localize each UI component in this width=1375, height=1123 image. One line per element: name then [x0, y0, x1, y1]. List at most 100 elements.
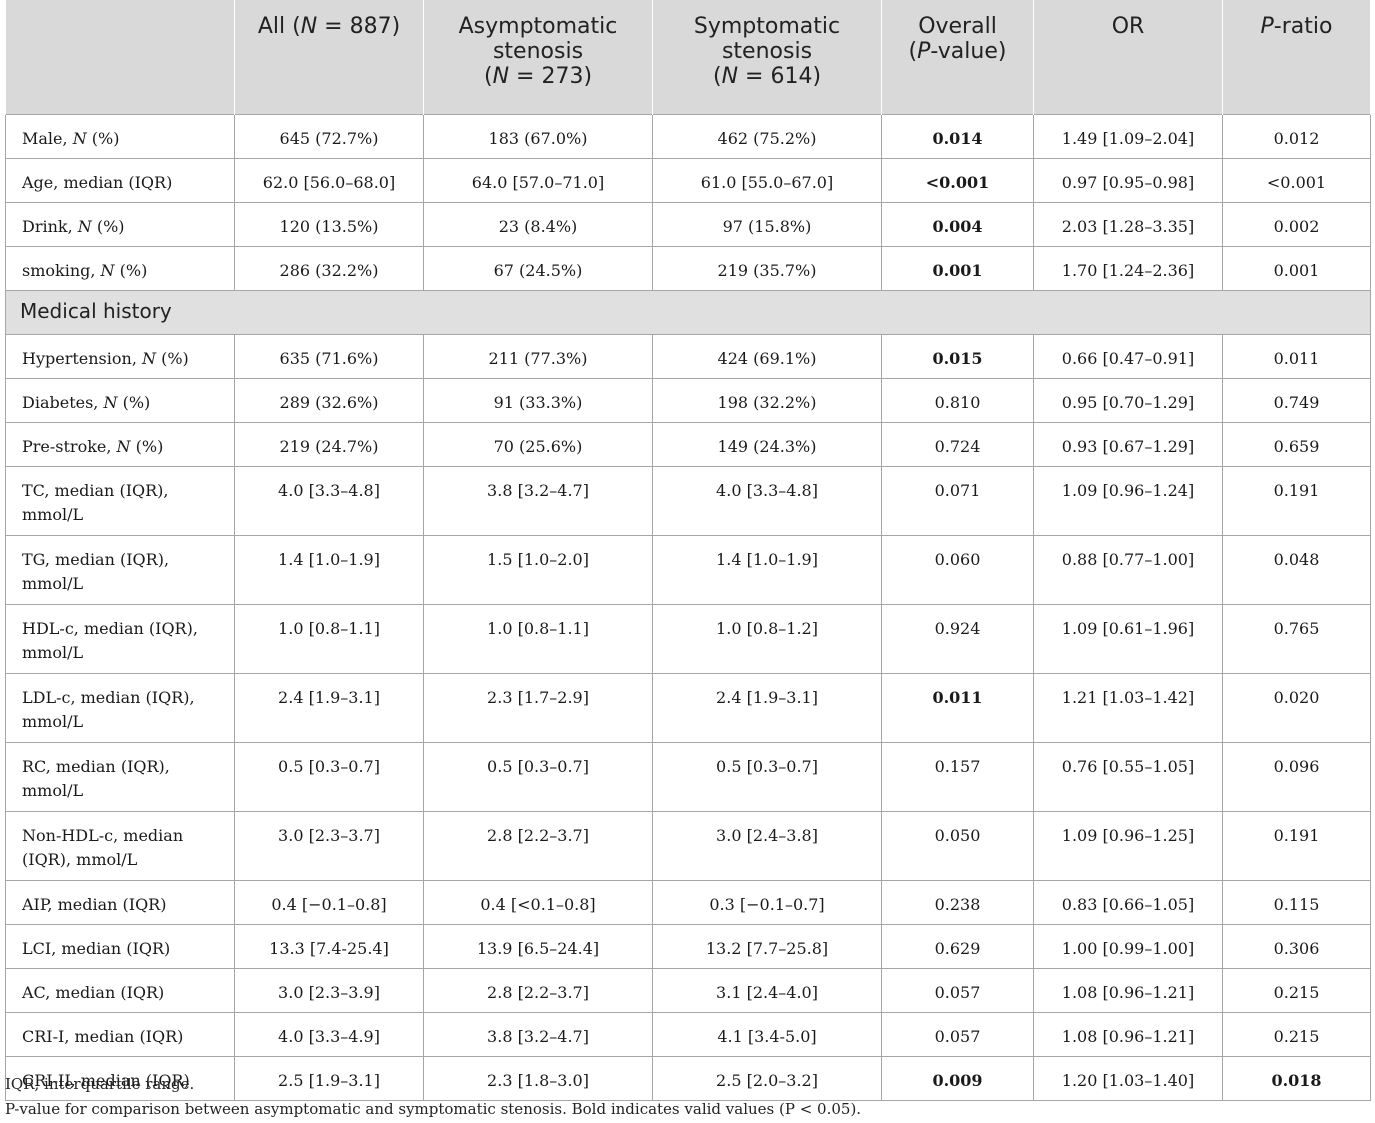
cell-symptomatic: 61.0 [55.0–67.0]	[652, 158, 882, 203]
cell-asymptomatic: 13.9 [6.5–24.4]	[423, 924, 653, 969]
cell-p-ratio: 0.306	[1222, 924, 1371, 969]
row-label: Age, median (IQR)	[5, 158, 235, 203]
cell-asymptomatic: 3.8 [3.2–4.7]	[423, 466, 653, 536]
cell-p-value: 0.071	[881, 466, 1034, 536]
header-symptomatic: Symptomatic stenosis (N = 614)	[652, 0, 882, 115]
cell-all: 286 (32.2%)	[234, 246, 424, 291]
cell-p-ratio: 0.002	[1222, 202, 1371, 247]
cell-symptomatic: 4.1 [3.4-5.0]	[652, 1012, 882, 1057]
row-label: TG, median (IQR), mmol/L	[5, 535, 235, 605]
cell-asymptomatic: 23 (8.4%)	[423, 202, 653, 247]
table-row-cri-ii: CRI-II, median (IQR) 2.5 [1.9–3.1] 2.3 […	[5, 1056, 1371, 1101]
cell-p-ratio: 0.215	[1222, 1012, 1371, 1057]
cell-p-ratio: 0.659	[1222, 422, 1371, 467]
cell-asymptomatic: 91 (33.3%)	[423, 378, 653, 423]
cell-symptomatic: 1.4 [1.0–1.9]	[652, 535, 882, 605]
cell-or: 1.08 [0.96–1.21]	[1033, 1012, 1223, 1057]
row-label: CRI-I, median (IQR)	[5, 1012, 235, 1057]
cell-asymptomatic: 2.8 [2.2–3.7]	[423, 811, 653, 881]
cell-symptomatic: 3.1 [2.4–4.0]	[652, 968, 882, 1013]
cell-p-value: 0.014	[881, 114, 1034, 159]
cell-p-value: 0.060	[881, 535, 1034, 605]
cell-p-value: 0.001	[881, 246, 1034, 291]
table-row-cri-i: CRI-I, median (IQR) 4.0 [3.3–4.9] 3.8 [3…	[5, 1012, 1371, 1057]
table-row-drink: Drink, N (%) 120 (13.5%) 23 (8.4%) 97 (1…	[5, 202, 1371, 247]
table-footnotes: IQR, interquartile range. P-value for co…	[5, 1072, 861, 1122]
row-label: Diabetes, N (%)	[5, 378, 235, 423]
table-row-smoking: smoking, N (%) 286 (32.2%) 67 (24.5%) 21…	[5, 246, 1371, 291]
row-label: Non-HDL-c, median (IQR), mmol/L	[5, 811, 235, 881]
cell-p-value: 0.810	[881, 378, 1034, 423]
table-row-tg: TG, median (IQR), mmol/L 1.4 [1.0–1.9] 1.…	[5, 535, 1371, 605]
table-row-age: Age, median (IQR) 62.0 [56.0–68.0] 64.0 …	[5, 158, 1371, 203]
cell-p-value: 0.057	[881, 1012, 1034, 1057]
cell-or: 1.70 [1.24–2.36]	[1033, 246, 1223, 291]
cell-symptomatic: 424 (69.1%)	[652, 334, 882, 379]
cell-all: 3.0 [2.3–3.7]	[234, 811, 424, 881]
cell-or: 0.83 [0.66–1.05]	[1033, 880, 1223, 925]
cell-all: 2.5 [1.9–3.1]	[234, 1056, 424, 1101]
section-title: Medical history	[5, 290, 1371, 335]
cell-p-ratio: 0.191	[1222, 466, 1371, 536]
cell-p-value: 0.924	[881, 604, 1034, 674]
cell-p-value: 0.050	[881, 811, 1034, 881]
row-label: Pre-stroke, N (%)	[5, 422, 235, 467]
cell-all: 3.0 [2.3–3.9]	[234, 968, 424, 1013]
row-label: AC, median (IQR)	[5, 968, 235, 1013]
table-row-lci: LCI, median (IQR) 13.3 [7.4-25.4] 13.9 […	[5, 924, 1371, 969]
table-row-ldl-c: LDL-c, median (IQR), mmol/L 2.4 [1.9–3.1]…	[5, 673, 1371, 743]
cell-all: 645 (72.7%)	[234, 114, 424, 159]
cell-or: 0.95 [0.70–1.29]	[1033, 378, 1223, 423]
cell-all: 13.3 [7.4-25.4]	[234, 924, 424, 969]
cell-asymptomatic: 183 (67.0%)	[423, 114, 653, 159]
cell-p-ratio: <0.001	[1222, 158, 1371, 203]
cell-p-value: 0.011	[881, 673, 1034, 743]
cell-or: 2.03 [1.28–3.35]	[1033, 202, 1223, 247]
cell-or: 0.93 [0.67–1.29]	[1033, 422, 1223, 467]
cell-symptomatic: 0.5 [0.3–0.7]	[652, 742, 882, 812]
cell-asymptomatic: 0.4 [<0.1–0.8]	[423, 880, 653, 925]
cell-asymptomatic: 1.0 [0.8–1.1]	[423, 604, 653, 674]
table-row-aip: AIP, median (IQR) 0.4 [−0.1–0.8] 0.4 [<0…	[5, 880, 1371, 925]
cell-or: 1.20 [1.03–1.40]	[1033, 1056, 1223, 1101]
table-row-rc: RC, median (IQR), mmol/L 0.5 [0.3–0.7] 0.…	[5, 742, 1371, 812]
footnote-p-value: P-value for comparison between asymptoma…	[5, 1100, 862, 1118]
cell-asymptomatic: 64.0 [57.0–71.0]	[423, 158, 653, 203]
cell-all: 635 (71.6%)	[234, 334, 424, 379]
cell-or: 0.76 [0.55–1.05]	[1033, 742, 1223, 812]
cell-or: 0.97 [0.95–0.98]	[1033, 158, 1223, 203]
row-label: Drink, N (%)	[5, 202, 235, 247]
cell-symptomatic: 0.3 [−0.1–0.7]	[652, 880, 882, 925]
table-row-tc: TC, median (IQR), mmol/L 4.0 [3.3–4.8] 3.…	[5, 466, 1371, 536]
cell-p-value: 0.004	[881, 202, 1034, 247]
cell-or: 1.21 [1.03–1.42]	[1033, 673, 1223, 743]
cell-p-value: 0.724	[881, 422, 1034, 467]
row-label: HDL-c, median (IQR), mmol/L	[5, 604, 235, 674]
cell-symptomatic: 4.0 [3.3–4.8]	[652, 466, 882, 536]
cell-p-ratio: 0.011	[1222, 334, 1371, 379]
cell-all: 219 (24.7%)	[234, 422, 424, 467]
cell-p-ratio: 0.001	[1222, 246, 1371, 291]
cell-symptomatic: 219 (35.7%)	[652, 246, 882, 291]
cell-or: 1.09 [0.61–1.96]	[1033, 604, 1223, 674]
cell-p-ratio: 0.096	[1222, 742, 1371, 812]
row-label: CRI-II, median (IQR)	[5, 1056, 235, 1101]
cell-p-value: <0.001	[881, 158, 1034, 203]
cell-p-ratio: 0.048	[1222, 535, 1371, 605]
cell-p-value: 0.015	[881, 334, 1034, 379]
cell-asymptomatic: 2.3 [1.7–2.9]	[423, 673, 653, 743]
cell-p-ratio: 0.012	[1222, 114, 1371, 159]
cell-p-ratio: 0.020	[1222, 673, 1371, 743]
table-row-hdl-c: HDL-c, median (IQR), mmol/L 1.0 [0.8–1.1]…	[5, 604, 1371, 674]
header-asymptomatic: Asymptomatic stenosis (N = 273)	[423, 0, 653, 115]
cell-asymptomatic: 3.8 [3.2–4.7]	[423, 1012, 653, 1057]
header-or: OR	[1033, 0, 1223, 115]
cell-p-ratio: 0.018	[1222, 1056, 1371, 1101]
cell-or: 1.09 [0.96–1.25]	[1033, 811, 1223, 881]
cell-p-value: 0.157	[881, 742, 1034, 812]
cell-symptomatic: 3.0 [2.4–3.8]	[652, 811, 882, 881]
cell-p-value: 0.238	[881, 880, 1034, 925]
row-label: smoking, N (%)	[5, 246, 235, 291]
table-row-diabetes: Diabetes, N (%) 289 (32.6%) 91 (33.3%) 1…	[5, 378, 1371, 423]
results-table: All (N = 887) Asymptomatic stenosis (N = 2…	[5, 0, 1371, 1101]
